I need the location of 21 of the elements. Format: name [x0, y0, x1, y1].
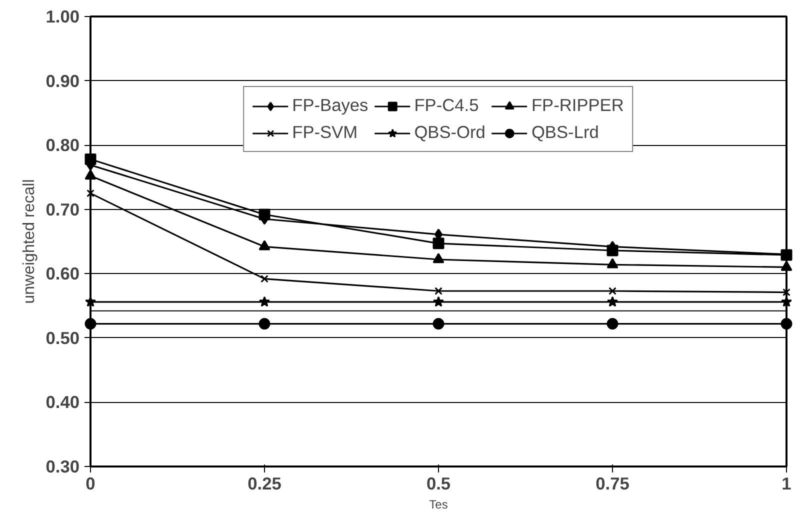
y-tick-label: 1.00: [46, 6, 80, 26]
legend-label: QBS-Ord: [414, 122, 486, 143]
y-tick-label: 0.80: [46, 135, 80, 156]
x-tick-label: 0.25: [248, 474, 282, 494]
legend-label: QBS-Lrd: [531, 122, 599, 143]
x-tick-label: 0.75: [596, 474, 630, 494]
x-tick-label: 0.5: [426, 474, 451, 494]
x-tick-label: 1: [782, 474, 792, 494]
legend-label: FP-Bayes: [292, 95, 368, 116]
y-tick-label: 0.90: [46, 70, 80, 91]
legend-label: FP-RIPPER: [531, 95, 624, 116]
legend-label: FP-C4.5: [414, 95, 479, 116]
y-tick-label: 0.60: [46, 264, 80, 284]
y-tick-label: 0.70: [46, 199, 80, 220]
y-tick-label: 0.50: [46, 328, 80, 348]
y-tick-label: 0.40: [46, 392, 80, 412]
x-axis-title: Tes: [429, 498, 448, 512]
legend-label: FP-SVM: [292, 122, 358, 143]
y-axis-title: unweighted recall: [20, 179, 38, 304]
y-tick-label: 0.30: [46, 456, 80, 476]
x-tick-label: 0: [86, 474, 96, 494]
